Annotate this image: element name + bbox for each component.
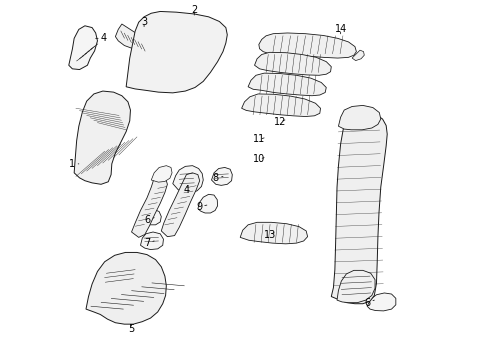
Polygon shape — [211, 167, 232, 185]
Polygon shape — [86, 252, 166, 324]
Polygon shape — [330, 113, 386, 304]
Polygon shape — [254, 52, 330, 75]
Text: 7: 7 — [143, 238, 154, 248]
Polygon shape — [151, 166, 172, 182]
Text: 5: 5 — [128, 324, 134, 334]
Text: 8: 8 — [212, 173, 223, 183]
Polygon shape — [142, 210, 161, 225]
Polygon shape — [140, 232, 163, 249]
Text: 11: 11 — [253, 135, 265, 144]
Polygon shape — [240, 222, 307, 244]
Polygon shape — [241, 94, 320, 117]
Polygon shape — [351, 50, 364, 60]
Polygon shape — [338, 105, 380, 130]
Polygon shape — [126, 12, 227, 93]
Text: 6: 6 — [143, 215, 154, 225]
Text: 3: 3 — [141, 17, 147, 27]
Polygon shape — [198, 194, 217, 213]
Text: 4: 4 — [96, 33, 107, 43]
Polygon shape — [366, 293, 395, 311]
Polygon shape — [172, 166, 203, 193]
Text: 12: 12 — [274, 117, 286, 127]
Polygon shape — [258, 33, 356, 58]
Text: 2: 2 — [191, 5, 197, 15]
Polygon shape — [115, 24, 151, 53]
Polygon shape — [247, 73, 325, 96]
Text: 6: 6 — [364, 298, 373, 308]
Polygon shape — [161, 173, 199, 237]
Text: 9: 9 — [196, 202, 206, 212]
Text: 10: 10 — [253, 154, 265, 164]
Polygon shape — [131, 176, 167, 237]
Polygon shape — [336, 270, 374, 303]
Polygon shape — [69, 26, 97, 69]
Text: 1: 1 — [69, 159, 79, 169]
Text: 4: 4 — [183, 185, 190, 195]
Polygon shape — [74, 91, 130, 184]
Text: 14: 14 — [334, 24, 346, 35]
Text: 13: 13 — [263, 230, 275, 239]
